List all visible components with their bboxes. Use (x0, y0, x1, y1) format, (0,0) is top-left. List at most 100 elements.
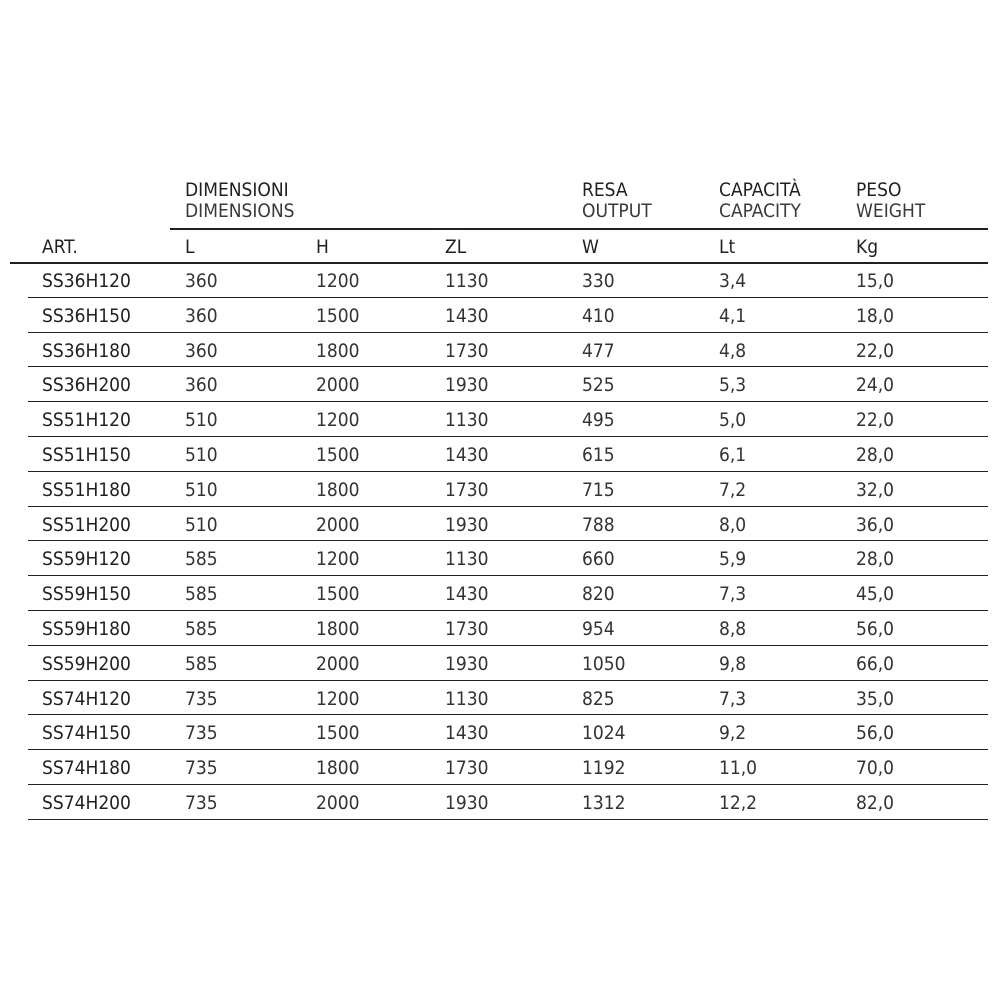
cell-w: 954 (582, 618, 615, 640)
cell-h: 2000 (316, 513, 360, 536)
cell-l: 735 (185, 792, 218, 814)
cell-lt: 7,2 (719, 478, 747, 501)
cell-art: SS51H120 (42, 409, 131, 432)
cell-l: 735 (185, 757, 218, 780)
col-l: L (185, 236, 195, 258)
cell-art: SS59H120 (42, 548, 131, 571)
cell-h: 2000 (316, 792, 360, 814)
table-row: SS36H200 360 2000 1930 525 5,3 24,0 (28, 367, 988, 403)
cell-h: 1200 (316, 409, 360, 432)
cell-l: 510 (185, 513, 218, 536)
table-row: SS51H150 510 1500 1430 615 6,1 28,0 (28, 437, 988, 472)
cell-art: SS74H150 (42, 722, 131, 745)
cell-art: SS74H120 (42, 687, 131, 710)
cell-lt: 5,0 (719, 409, 747, 432)
cell-kg: 18,0 (856, 304, 895, 327)
cell-l: 360 (185, 339, 218, 362)
cell-art: SS59H200 (42, 652, 131, 675)
group-capacity-it: CAPACITÀ (719, 179, 801, 201)
cell-art: SS59H180 (42, 618, 131, 640)
cell-l: 360 (185, 304, 218, 327)
cell-art: SS36H120 (42, 270, 131, 292)
col-zl: ZL (445, 236, 467, 258)
header-bottom-divider (10, 262, 988, 264)
cell-w: 715 (582, 478, 615, 501)
cell-w: 1312 (582, 792, 626, 814)
cell-art: SS51H200 (42, 513, 131, 536)
cell-w: 660 (582, 548, 615, 571)
cell-h: 1800 (316, 618, 360, 640)
cell-zl: 1730 (445, 339, 489, 362)
cell-zl: 1930 (445, 652, 489, 675)
cell-h: 1800 (316, 339, 360, 362)
col-art: ART. (42, 236, 78, 258)
cell-kg: 66,0 (856, 652, 895, 675)
table-row: SS59H150 585 1500 1430 820 7,3 45,0 (28, 576, 988, 611)
table-row: SS59H120 585 1200 1130 660 5,9 28,0 (28, 541, 988, 577)
cell-zl: 1130 (445, 687, 489, 710)
cell-w: 820 (582, 583, 615, 606)
cell-lt: 12,2 (719, 792, 758, 814)
cell-zl: 1430 (445, 444, 489, 466)
group-output-it: RESA (582, 179, 628, 201)
cell-zl: 1430 (445, 722, 489, 745)
cell-l: 360 (185, 270, 218, 292)
cell-l: 585 (185, 618, 218, 640)
cell-zl: 1130 (445, 548, 489, 571)
cell-zl: 1730 (445, 757, 489, 780)
cell-art: SS36H180 (42, 339, 131, 362)
cell-zl: 1730 (445, 618, 489, 640)
cell-h: 1800 (316, 478, 360, 501)
cell-l: 585 (185, 652, 218, 675)
cell-w: 525 (582, 374, 615, 397)
cell-art: SS59H150 (42, 583, 131, 606)
cell-w: 1024 (582, 722, 626, 745)
cell-l: 585 (185, 583, 218, 606)
cell-lt: 8,0 (719, 513, 747, 536)
cell-kg: 15,0 (856, 270, 895, 292)
cell-w: 410 (582, 304, 615, 327)
cell-lt: 8,8 (719, 618, 747, 640)
table-row: SS74H200 735 2000 1930 1312 12,2 82,0 (28, 785, 988, 820)
cell-h: 1500 (316, 304, 360, 327)
table-row: SS74H180 735 1800 1730 1192 11,0 70,0 (28, 750, 988, 785)
table-row: SS74H120 735 1200 1130 825 7,3 35,0 (28, 681, 988, 716)
cell-lt: 5,3 (719, 374, 747, 397)
cell-kg: 24,0 (856, 374, 895, 397)
cell-w: 330 (582, 270, 615, 292)
cell-zl: 1130 (445, 409, 489, 432)
col-kg: Kg (856, 236, 879, 258)
cell-l: 735 (185, 687, 218, 710)
cell-h: 2000 (316, 652, 360, 675)
cell-l: 510 (185, 444, 218, 466)
cell-kg: 22,0 (856, 409, 895, 432)
cell-lt: 9,2 (719, 722, 747, 745)
cell-art: SS74H180 (42, 757, 131, 780)
group-dimensions-en: DIMENSIONS (185, 200, 295, 222)
cell-kg: 45,0 (856, 583, 895, 606)
cell-art: SS51H180 (42, 478, 131, 501)
cell-h: 2000 (316, 374, 360, 397)
cell-w: 477 (582, 339, 615, 362)
table-row: SS59H180 585 1800 1730 954 8,8 56,0 (28, 611, 988, 646)
table-row: SS74H150 735 1500 1430 1024 9,2 56,0 (28, 715, 988, 751)
cell-w: 1050 (582, 652, 626, 675)
cell-h: 1500 (316, 583, 360, 606)
cell-lt: 5,9 (719, 548, 747, 571)
cell-h: 1200 (316, 270, 360, 292)
cell-w: 825 (582, 687, 615, 710)
cell-h: 1200 (316, 548, 360, 571)
cell-w: 615 (582, 444, 615, 466)
group-weight-en: WEIGHT (856, 200, 926, 222)
col-lt: Lt (719, 236, 736, 258)
cell-art: SS74H200 (42, 792, 131, 814)
cell-l: 360 (185, 374, 218, 397)
cell-zl: 1930 (445, 374, 489, 397)
cell-lt: 7,3 (719, 687, 747, 710)
table-row: SS51H120 510 1200 1130 495 5,0 22,0 (28, 402, 988, 437)
cell-h: 1500 (316, 444, 360, 466)
col-h: H (316, 236, 329, 258)
cell-h: 1200 (316, 687, 360, 710)
cell-art: SS36H200 (42, 374, 131, 397)
cell-kg: 56,0 (856, 722, 895, 745)
